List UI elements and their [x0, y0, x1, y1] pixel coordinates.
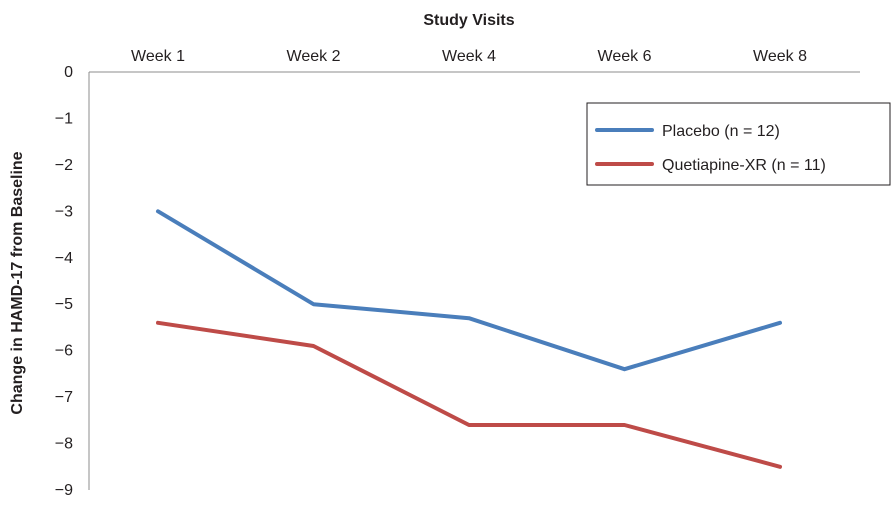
y-tick-label: −7	[55, 389, 73, 406]
series-line-placebo	[156, 209, 782, 372]
y-tick-label: −9	[55, 482, 73, 499]
y-tick-label: −5	[55, 296, 73, 313]
y-tick-labels: 0 −1 −2 −3 −4 −5 −6 −7 −8 −9	[55, 64, 73, 499]
y-tick-label: −1	[55, 110, 73, 127]
legend-box	[586, 102, 891, 186]
y-axis-title: Change in HAMD-17 from Baseline	[9, 151, 26, 414]
y-tick-label: −3	[55, 203, 73, 220]
axes	[88, 71, 860, 490]
legend-label: Placebo (n = 12)	[662, 123, 780, 140]
x-tick-labels: Week 1 Week 2 Week 4 Week 6 Week 8	[131, 48, 807, 65]
x-tick-label: Week 4	[442, 48, 496, 65]
x-tick-label: Week 8	[753, 48, 807, 65]
y-tick-label: −8	[55, 436, 73, 453]
legend: Placebo (n = 12) Quetiapine-XR (n = 11)	[586, 102, 891, 186]
y-tick-label: 0	[64, 64, 73, 81]
x-axis-title: Study Visits	[423, 12, 514, 29]
x-tick-label: Week 6	[598, 48, 652, 65]
x-tick-label: Week 2	[287, 48, 341, 65]
legend-label: Quetiapine-XR (n = 11)	[662, 157, 826, 174]
x-tick-label: Week 1	[131, 48, 185, 65]
series-lines	[156, 209, 782, 469]
y-tick-label: −2	[55, 157, 73, 174]
y-tick-label: −6	[55, 343, 73, 360]
y-tick-label: −4	[55, 250, 73, 267]
series-line-quetiapine-xr	[156, 320, 782, 469]
